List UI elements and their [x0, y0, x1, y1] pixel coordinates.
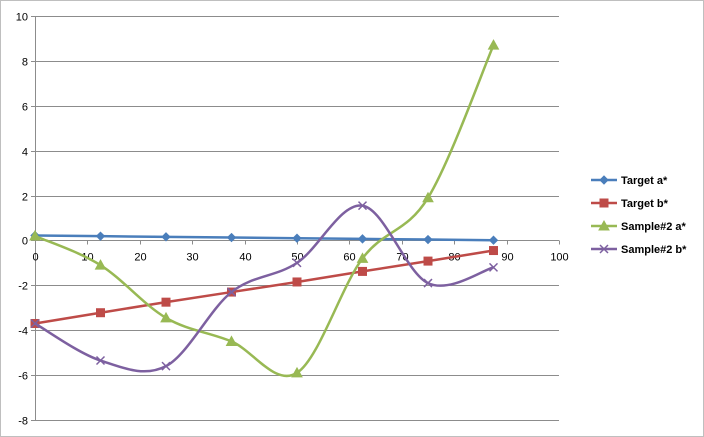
legend-item: Target b* [591, 198, 669, 210]
data-point [161, 297, 171, 307]
legend-item: Target a* [591, 175, 668, 187]
series-4 [30, 201, 499, 373]
x-tick-label: 60 [343, 252, 355, 264]
data-point [488, 235, 499, 245]
x-tick-label: 40 [239, 252, 251, 264]
data-point [161, 232, 171, 242]
data-point [422, 191, 434, 203]
legend-marker [599, 175, 609, 185]
data-point [488, 262, 499, 272]
data-point [225, 335, 238, 346]
series-line [34, 249, 494, 325]
data-point [487, 39, 500, 50]
y-tick-label: -2 [18, 281, 28, 293]
x-tick-label: 90 [501, 252, 513, 264]
data-point [423, 278, 433, 288]
data-point [95, 355, 106, 366]
legend: Target a* Target b* Sample#2 a* Sample#2 b* [591, 175, 687, 256]
data-point [161, 361, 171, 371]
y-tick-label: 0 [22, 236, 28, 248]
data-point [96, 308, 105, 318]
legend-label: Sample#2 a* [621, 221, 687, 233]
data-point [95, 231, 106, 241]
data-point [423, 256, 433, 266]
data-point [358, 266, 367, 276]
data-point [292, 233, 302, 243]
data-point [160, 311, 172, 323]
legend-item: Sample#2 a* [591, 219, 687, 233]
data-point [357, 234, 368, 244]
x-tick-label: 30 [186, 252, 198, 264]
data-point [292, 258, 302, 268]
legend-marker [599, 198, 609, 208]
series-1 [30, 230, 499, 245]
y-tick-label: 4 [22, 147, 28, 159]
series-lines [29, 39, 500, 378]
legend-label: Target b* [621, 198, 669, 210]
data-point [94, 259, 107, 270]
x-tick-label: 100 [550, 252, 568, 264]
data-point [357, 201, 368, 211]
y-tick-label: 2 [22, 192, 28, 204]
data-point [292, 277, 302, 287]
legend-marker [598, 219, 610, 231]
legend-label: Sample#2 b* [621, 244, 687, 256]
y-tick-label: 6 [22, 102, 28, 114]
data-point [423, 234, 433, 245]
y-tick-label: 10 [16, 12, 28, 24]
series-line [34, 234, 494, 242]
y-tick-label: -6 [18, 371, 28, 383]
x-tick-label: 20 [134, 252, 146, 264]
data-point [489, 246, 498, 256]
data-point [30, 318, 40, 329]
legend-marker [599, 244, 609, 254]
x-tick-label: 70 [396, 252, 408, 264]
legend-label: Target a* [621, 175, 668, 187]
x-tick-label: 0 [32, 252, 38, 264]
data-point [226, 232, 237, 243]
data-point [29, 229, 41, 241]
series-3 [29, 39, 500, 378]
data-point [291, 366, 303, 378]
y-tick-label: 8 [22, 57, 28, 69]
series-line [34, 204, 494, 373]
y-tick-label: -4 [18, 326, 28, 338]
data-point [356, 252, 369, 263]
legend-item: Sample#2 b* [591, 244, 687, 256]
y-tick-label: -8 [18, 416, 28, 428]
data-point [226, 287, 237, 297]
